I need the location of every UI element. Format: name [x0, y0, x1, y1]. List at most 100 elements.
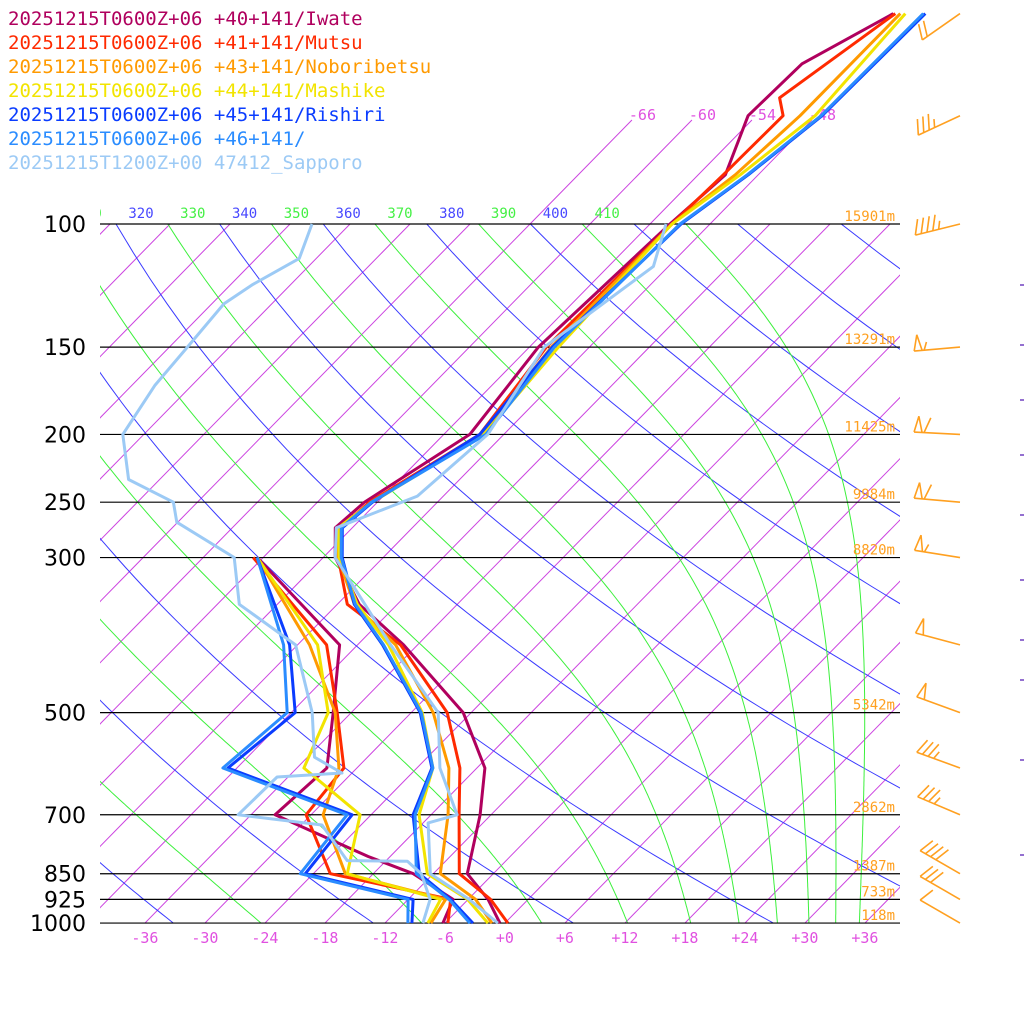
wind-barb — [914, 618, 961, 646]
temperature-tick-label: -36 — [131, 929, 158, 947]
isotherm-line — [100, 224, 231, 358]
temperature-tick-label: +36 — [851, 929, 878, 947]
isotherm-line — [204, 224, 891, 923]
temperature-profile-line — [333, 223, 668, 925]
moist-adiabat-line — [581, 224, 837, 923]
dewpoint-profile-line — [121, 223, 432, 924]
theta-label: 320 — [128, 206, 153, 222]
isotherm-line — [100, 224, 591, 725]
legend-entry: 20251215T1200Z+00 47412_Sapporo — [8, 152, 363, 174]
wind-barb — [913, 416, 961, 436]
wind-barb — [916, 739, 961, 769]
wind-barb — [913, 482, 961, 503]
wind-barb — [913, 334, 961, 352]
isotherm-line — [624, 641, 900, 923]
temperature-profile-line — [336, 12, 897, 924]
theta-label: 410 — [595, 206, 620, 222]
height-label: 2862m — [853, 800, 895, 816]
dry-adiabat-line — [100, 371, 774, 923]
legend-entry: 20251215T0600Z+06 +45+141/Rishiri — [8, 104, 386, 126]
wind-barb — [913, 534, 961, 559]
isotherm-line — [100, 224, 411, 542]
isotherm-line — [864, 886, 900, 923]
temperature-profile-line — [333, 12, 895, 924]
isotherm-line — [100, 224, 351, 480]
temperature-profile-line — [339, 12, 925, 925]
isotherm-extension — [589, 119, 693, 225]
theta-labels: 310 320 330 340 350 360 370 380 390 400 410 — [77, 206, 620, 222]
dry-adiabat-line — [426, 224, 900, 605]
pressure-tick-label: 1000 — [30, 912, 86, 937]
dry-adiabat-line — [100, 861, 174, 923]
temperature-tick-label: +18 — [671, 929, 698, 947]
temperature-tick-label: -12 — [371, 929, 398, 947]
sounding-profiles — [121, 12, 927, 925]
isotherm-line — [504, 519, 900, 923]
dewpoint-profile-line — [252, 556, 453, 924]
pressure-tick-label: 850 — [44, 863, 86, 888]
background-grid — [0, 224, 1024, 923]
theta-label: 370 — [387, 206, 412, 222]
dry-adiabat-line — [633, 224, 900, 433]
wind-barb — [916, 113, 961, 136]
pressure-tick-label: 500 — [44, 702, 86, 727]
legend-entry: 20251215T0600Z+06 +44+141/Mashike — [8, 80, 386, 102]
theta-label: 340 — [232, 206, 257, 222]
legend-entry: 20251215T0600Z+06 +40+141/Iwate — [8, 8, 363, 30]
pressure-tick-label: 700 — [44, 804, 86, 829]
theta-label: 310 — [77, 206, 102, 222]
height-label: 8820m — [853, 543, 895, 559]
temperature-tick-label: -24 — [251, 929, 278, 947]
wind-barb — [919, 889, 961, 924]
isotherm-line — [0, 224, 50, 923]
wind-barb — [919, 865, 961, 901]
height-label: 733m — [861, 884, 895, 900]
dewpoint-profile-line — [255, 556, 443, 924]
isotherm-line — [264, 274, 900, 923]
legend-entry: 20251215T0600Z+06 +46+141/ — [8, 128, 305, 150]
wind-barbs — [913, 12, 961, 924]
temperature-tick-label: +24 — [731, 929, 758, 947]
isotherm-line — [744, 764, 900, 923]
isotherm-line — [804, 825, 900, 923]
isotherm-line — [144, 224, 831, 923]
dewpoint-profile-line — [256, 556, 455, 924]
isotherm-line — [100, 224, 651, 786]
isotherm-line — [444, 457, 900, 923]
isotherm-top-label: -66 — [629, 106, 656, 124]
pressure-tick-label: 150 — [44, 336, 86, 361]
theta-label: 390 — [491, 206, 516, 222]
height-label: 118m — [861, 908, 895, 924]
wind-barb — [917, 12, 961, 41]
temperature-tick-label: -6 — [436, 929, 454, 947]
pressure-tick-label: 100 — [44, 213, 86, 238]
pressure-tick-label: 200 — [44, 423, 86, 448]
theta-label: 350 — [284, 206, 309, 222]
legend-entry: 20251215T0600Z+06 +43+141/Noboribetsu — [8, 56, 431, 78]
isotherm-line — [925, 224, 1024, 923]
isotherm-line — [100, 224, 471, 603]
isotherm-line — [684, 702, 900, 923]
moist-adiabat-line — [167, 224, 692, 923]
isotherm-extension — [649, 119, 753, 225]
height-label: 11425m — [844, 419, 895, 435]
isotherm-line — [324, 335, 900, 923]
pressure-tick-label: 250 — [44, 491, 86, 516]
theta-label: 360 — [336, 206, 361, 222]
isotherm-extension — [529, 119, 633, 225]
wind-barb — [914, 214, 961, 236]
legend-entry: 20251215T0600Z+06 +41+141/Mutsu — [8, 32, 363, 54]
dry-adiabat-line — [737, 224, 900, 350]
isotherm-top-label: -54 — [749, 106, 776, 124]
temperature-tick-label: +6 — [556, 929, 574, 947]
dry-adiabat-line — [115, 224, 900, 887]
theta-label: 380 — [439, 206, 464, 222]
isotherm-line — [100, 224, 531, 664]
isotherm-line — [384, 396, 900, 923]
height-label: 5342m — [853, 698, 895, 714]
wind-barb — [917, 784, 961, 816]
pressure-tick-label: 300 — [44, 547, 86, 572]
height-label: 9984m — [853, 487, 895, 503]
temperature-tick-label: +12 — [611, 929, 638, 947]
